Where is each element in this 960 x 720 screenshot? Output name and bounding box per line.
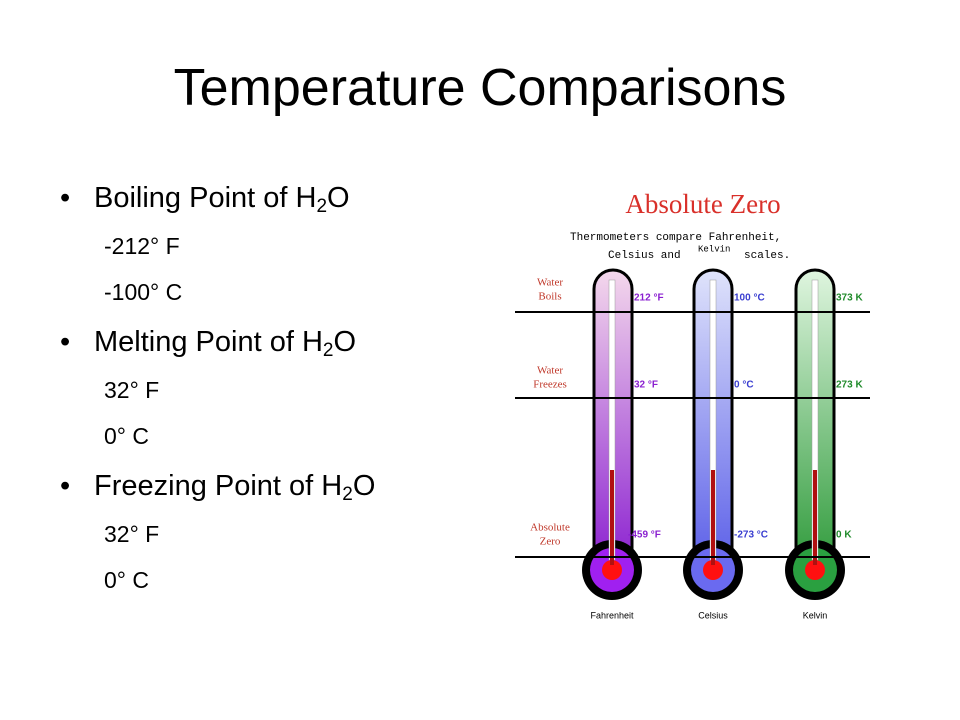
bullet: • Melting Point of H2O xyxy=(60,326,357,361)
subscript: 2 xyxy=(342,484,353,505)
value-label: 100 °C xyxy=(734,293,765,304)
caption: Kelvin xyxy=(698,244,730,254)
row-label: Absolute xyxy=(530,522,570,534)
value-label: -459 °F xyxy=(628,530,661,541)
value-label: 373 K xyxy=(836,293,863,304)
caption: scales. xyxy=(744,250,790,262)
bullet-text: Melting Point of H xyxy=(94,326,323,358)
subscript: 2 xyxy=(322,340,334,361)
thermometer-name: Kelvin xyxy=(803,610,828,620)
row-label: Boils xyxy=(538,291,561,303)
sub-item: 32° F xyxy=(104,377,160,403)
bullet-text: O xyxy=(352,470,376,502)
bullet: • Freezing Point of H2O xyxy=(60,470,376,505)
bullet-text: O xyxy=(333,326,357,358)
figure-title: Absolute Zero xyxy=(625,189,780,219)
slide-title: Temperature Comparisons xyxy=(173,59,787,117)
bullet: • Boiling Point of H2O xyxy=(60,182,350,217)
value-label: -273 °C xyxy=(734,530,768,541)
thermometer xyxy=(785,268,845,600)
thermometer xyxy=(683,268,743,600)
value-label: 0 K xyxy=(836,530,852,541)
sub-item: -100° C xyxy=(104,279,183,305)
value-label: 212 °F xyxy=(634,293,664,304)
bullet-text: O xyxy=(327,182,350,214)
subscript: 2 xyxy=(316,196,328,217)
thermometer-name: Celsius xyxy=(698,610,728,620)
row-label: Zero xyxy=(540,536,561,548)
sub-item: 32° F xyxy=(104,521,160,547)
sub-item: 0° C xyxy=(104,567,149,593)
bullet-text: Freezing Point of H xyxy=(94,470,343,502)
sub-item: 0° C xyxy=(104,423,149,449)
thermometer-name: Fahrenheit xyxy=(590,610,634,620)
caption: Celsius and xyxy=(608,250,681,262)
row-label: Water xyxy=(537,277,563,289)
bullet-text: Boiling Point of H xyxy=(94,182,317,214)
thermometer-figure: Absolute Zero Thermometers compare Fahre… xyxy=(515,189,870,620)
row-label: Freezes xyxy=(533,379,567,391)
thermometer xyxy=(582,268,642,600)
row-label: Water xyxy=(537,365,563,377)
value-label: 0 °C xyxy=(734,380,754,391)
sub-item: -212° F xyxy=(104,233,180,259)
value-label: 32 °F xyxy=(634,380,658,391)
caption: Thermometers compare Fahrenheit, xyxy=(570,232,781,244)
value-label: 273 K xyxy=(836,380,863,391)
